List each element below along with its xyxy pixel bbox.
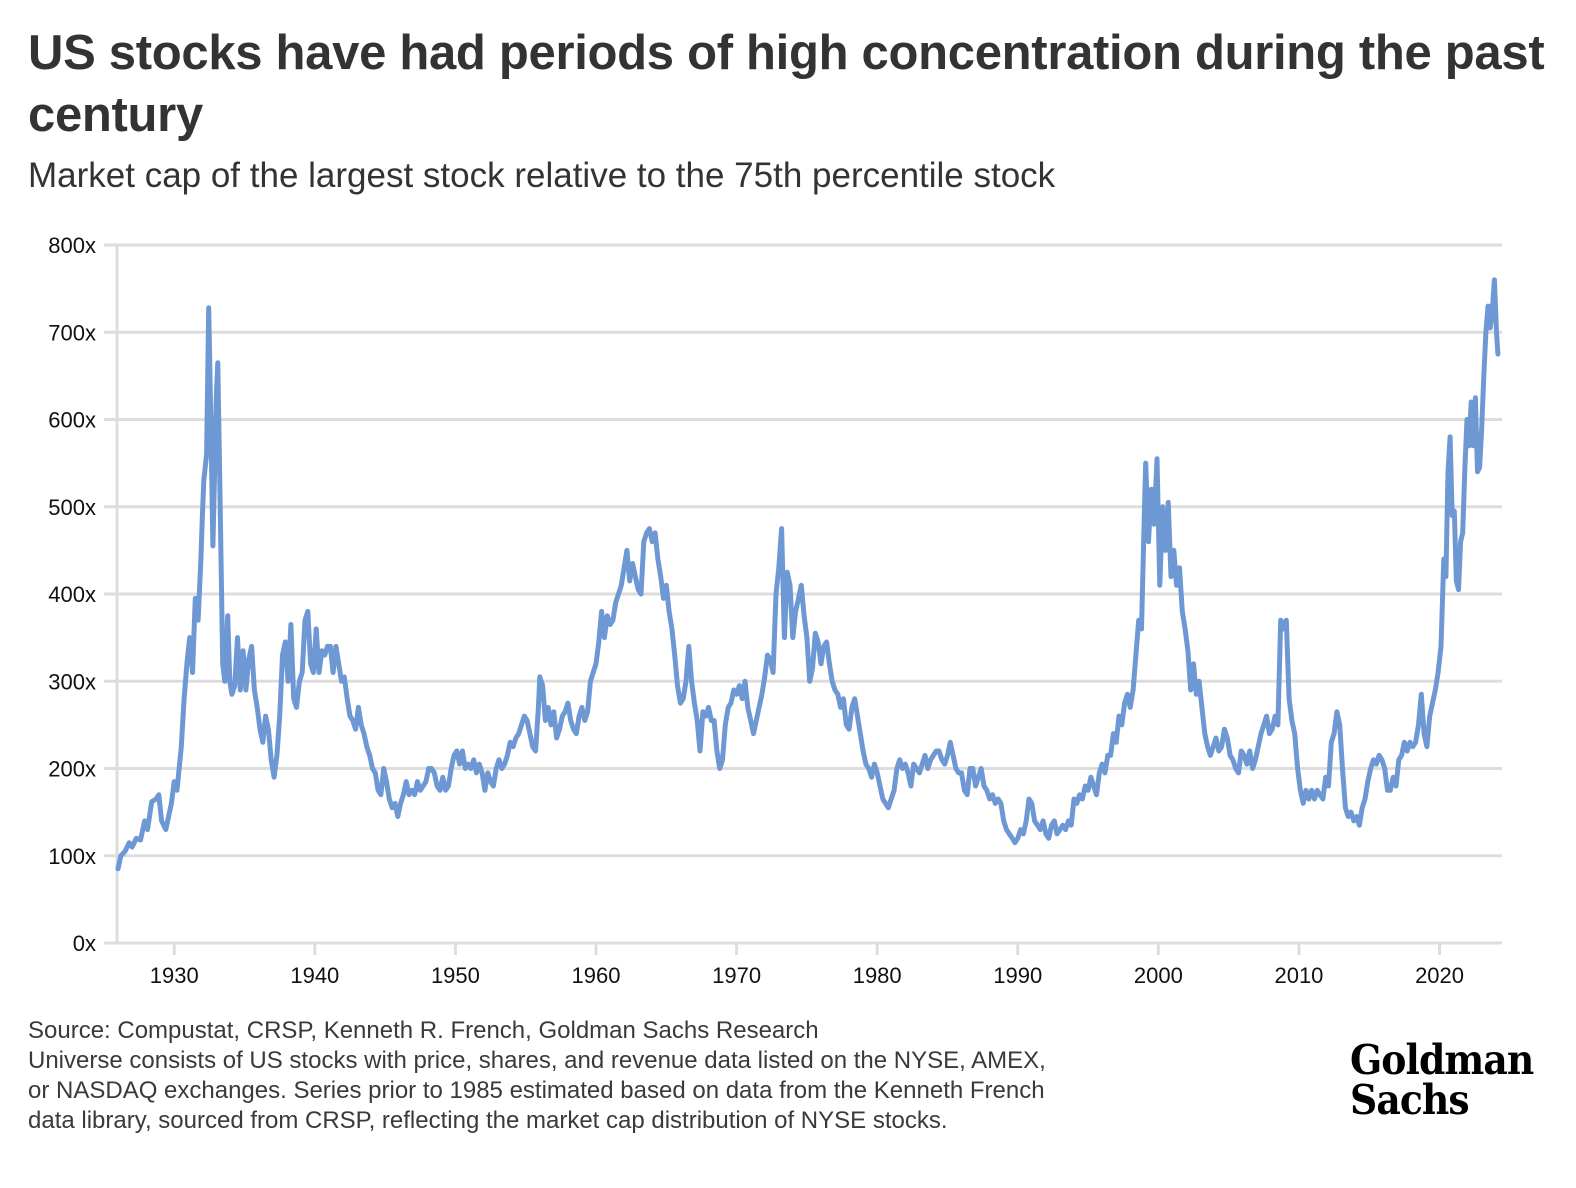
series-group <box>115 277 1501 872</box>
x-tick-label: 1980 <box>853 963 902 988</box>
y-tick-label: 500x <box>48 495 96 520</box>
x-tick-label: 1960 <box>572 963 621 988</box>
x-axis-ticks: 1930 1940 1950 1960 1970 1980 1990 2000 2010 2020 <box>150 943 1464 988</box>
x-tick-label: 2000 <box>1134 963 1183 988</box>
footnote-line: or NASDAQ exchanges. Series prior to 198… <box>28 1077 1045 1104</box>
x-tick-label: 1950 <box>431 963 480 988</box>
chart-subtitle: Market cap of the largest stock relative… <box>28 156 1056 195</box>
chart-footnote: Source: Compustat, CRSP, Kenneth R. Fren… <box>28 1016 1338 1136</box>
x-tick-label: 1990 <box>993 963 1042 988</box>
y-tick-label: 400x <box>48 582 96 607</box>
y-tick-label: 100x <box>48 844 96 869</box>
goldman-sachs-logo: Goldman Sachs <box>1350 1036 1534 1124</box>
y-tick-label: 600x <box>48 408 96 433</box>
x-tick-label: 1940 <box>290 963 339 988</box>
footnote-source: Source: Compustat, CRSP, Kenneth R. Fren… <box>28 1017 819 1044</box>
x-tick-label: 1970 <box>712 963 761 988</box>
y-tick-label: 200x <box>48 757 96 782</box>
chart-title: US stocks have had periods of high conce… <box>28 26 1545 142</box>
x-tick-label: 2020 <box>1415 963 1464 988</box>
x-tick-label: 1930 <box>150 963 199 988</box>
footnote-line: data library, sourced from CRSP, reflect… <box>28 1107 948 1134</box>
y-tick-label: 800x <box>48 233 96 258</box>
y-tick-label: 0x <box>73 931 96 956</box>
y-tick-label: 300x <box>48 669 96 694</box>
y-axis-ticks: 0x 100x 200x 300x 400x 500x 600x 700x 800x <box>48 233 96 956</box>
y-tick-label: 700x <box>48 320 96 345</box>
series-line <box>115 277 1501 872</box>
logo-line-1: Goldman <box>1350 1036 1534 1084</box>
x-tick-label: 2010 <box>1274 963 1323 988</box>
footnote-line: Universe consists of US stocks with pric… <box>28 1047 1046 1074</box>
logo-line-2: Sachs <box>1350 1076 1470 1124</box>
